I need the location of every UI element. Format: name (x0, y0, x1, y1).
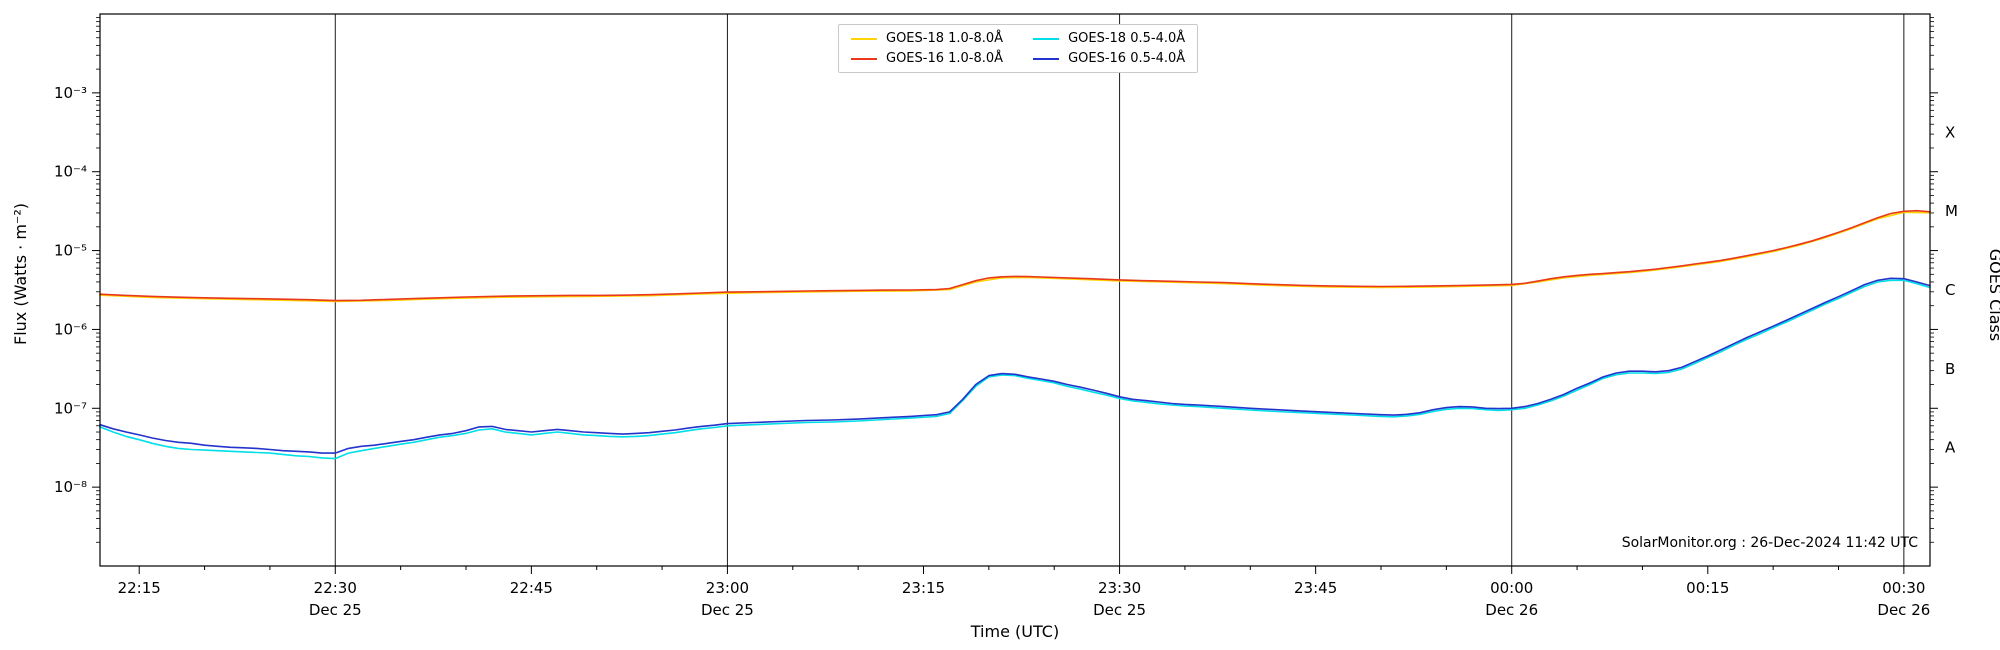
y-tick-label: 10⁻⁷ (54, 399, 87, 417)
legend-item-goes16-short: GOES-16 0.5-4.0Å (1033, 51, 1185, 66)
x-tick-label: 23:00 (706, 579, 749, 597)
x-tick-date: Dec 25 (309, 601, 362, 619)
x-tick-date: Dec 25 (1093, 601, 1146, 619)
plot-frame (99, 13, 1931, 567)
x-tick-label: 00:15 (1686, 579, 1729, 597)
goes-class-letter: X (1945, 123, 1955, 141)
right-axis-label: GOES Class (1986, 249, 2000, 341)
legend-label-goes16-long: GOES-16 1.0-8.0Å (886, 51, 1004, 66)
y-tick-label: 10⁻⁵ (54, 242, 87, 260)
goes-class-letter: B (1945, 360, 1955, 378)
legend-swatch-goes18-short (1033, 37, 1060, 40)
plot-layers: 22:15 22:30 Dec 25 22:45 23:00 Dec 25 23:15 23:… (54, 13, 1958, 619)
legend: GOES-18 1.0-8.0Å GOES-16 1.0-8.0Å GOES-1… (838, 24, 1199, 73)
x-tick-label: 22:45 (510, 579, 553, 597)
x-tick-label: 23:30 (1098, 579, 1141, 597)
goes-class-letter: C (1945, 281, 1955, 299)
legend-label-goes18-short: GOES-18 0.5-4.0Å (1068, 31, 1186, 46)
legend-item-goes18-short: GOES-18 0.5-4.0Å (1033, 31, 1185, 46)
x-tick-date: Dec 25 (701, 601, 754, 619)
goes-class-letter: A (1945, 439, 1956, 457)
series-line-2 (99, 279, 1931, 460)
y-axis-label: Flux (Watts · m⁻²) (11, 203, 30, 345)
x-tick-label: 22:30 (314, 579, 357, 597)
x-tick-label: 23:15 (902, 579, 945, 597)
legend-swatch-goes16-short (1033, 57, 1060, 60)
series-line-0 (99, 211, 1931, 303)
legend-item-goes18-long: GOES-18 1.0-8.0Å (851, 31, 1003, 46)
x-tick-label: 22:15 (118, 579, 161, 597)
legend-label-goes16-short: GOES-16 0.5-4.0Å (1068, 51, 1186, 66)
legend-label-goes18-long: GOES-18 1.0-8.0Å (886, 31, 1004, 46)
x-axis-label: Time (UTC) (970, 622, 1059, 641)
x-tick-label: 23:45 (1294, 579, 1337, 597)
series-line-1 (99, 209, 1931, 302)
legend-swatch-goes18-long (851, 37, 877, 40)
series-line-3 (99, 277, 1931, 454)
x-tick-label: 00:30 (1882, 579, 1925, 597)
goes-class-letter: M (1945, 202, 1958, 220)
y-tick-label: 10⁻³ (54, 84, 87, 102)
x-tick-date: Dec 26 (1485, 601, 1538, 619)
legend-swatch-goes16-long (851, 57, 877, 60)
y-tick-label: 10⁻⁶ (54, 320, 87, 338)
legend-item-goes16-long: GOES-16 1.0-8.0Å (851, 51, 1003, 66)
y-tick-label: 10⁻⁸ (54, 478, 87, 496)
y-tick-label: 10⁻⁴ (54, 163, 87, 181)
x-tick-date: Dec 26 (1877, 601, 1930, 619)
credit-text: SolarMonitor.org : 26-Dec-2024 11:42 UTC (1622, 535, 1919, 551)
x-tick-label: 00:00 (1490, 579, 1533, 597)
